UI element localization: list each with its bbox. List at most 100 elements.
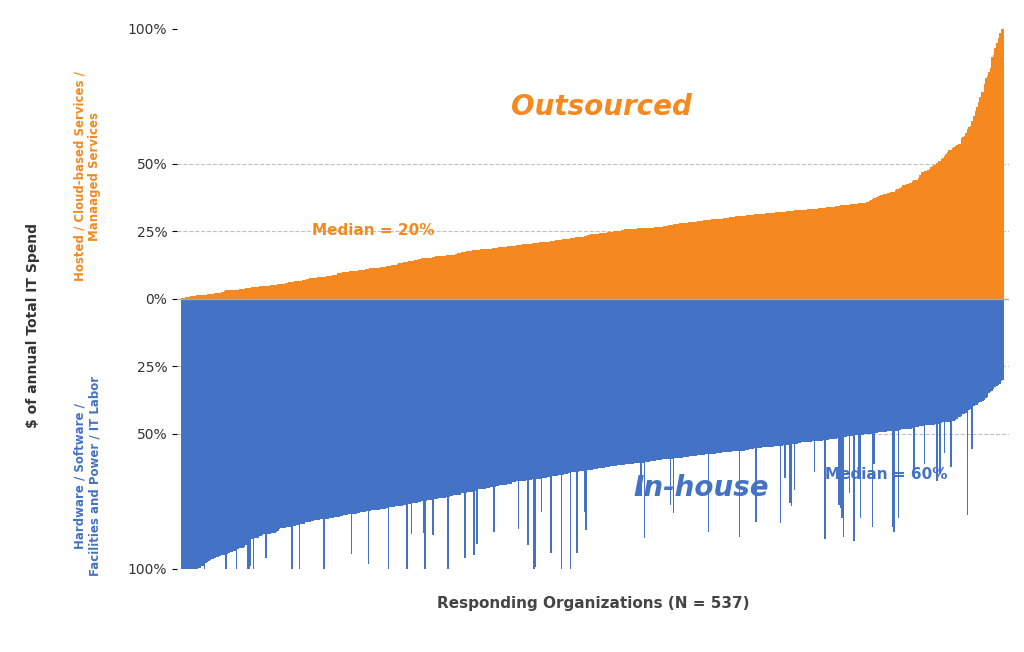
Bar xyxy=(988,72,990,299)
Bar xyxy=(303,299,305,524)
Bar xyxy=(744,299,746,450)
Bar xyxy=(738,216,740,299)
Bar xyxy=(786,299,787,445)
Bar xyxy=(645,228,646,299)
Bar xyxy=(398,299,399,506)
Bar xyxy=(427,258,429,299)
Bar xyxy=(599,299,601,468)
Bar xyxy=(306,280,308,299)
Bar xyxy=(664,226,665,299)
Bar xyxy=(808,299,809,442)
Bar xyxy=(495,299,497,486)
Bar xyxy=(439,299,441,498)
Bar xyxy=(213,293,214,299)
Bar xyxy=(812,209,814,299)
Bar xyxy=(768,213,769,299)
Bar xyxy=(196,299,198,569)
Bar xyxy=(708,220,710,299)
Bar xyxy=(515,299,516,482)
Bar xyxy=(899,188,901,299)
Bar xyxy=(351,299,352,554)
Bar xyxy=(676,224,677,299)
Bar xyxy=(247,299,248,569)
Bar xyxy=(945,299,947,422)
Bar xyxy=(490,299,492,487)
Bar xyxy=(515,246,516,299)
Bar xyxy=(226,299,228,554)
Bar xyxy=(222,299,223,555)
Bar xyxy=(406,299,408,569)
Bar xyxy=(525,299,527,481)
Bar xyxy=(617,299,618,465)
Bar xyxy=(364,299,365,512)
Bar xyxy=(565,299,567,474)
Bar xyxy=(892,299,893,527)
Bar xyxy=(402,299,404,505)
Bar xyxy=(195,296,196,299)
Bar xyxy=(765,213,766,299)
Bar xyxy=(429,299,430,500)
Bar xyxy=(581,237,583,299)
Bar xyxy=(967,299,969,515)
Bar xyxy=(229,299,231,552)
Bar xyxy=(824,299,826,539)
Bar xyxy=(630,229,631,299)
Bar xyxy=(513,299,515,482)
Bar xyxy=(649,228,651,299)
Bar xyxy=(562,299,564,475)
Bar xyxy=(624,230,625,299)
Bar xyxy=(717,299,719,453)
Bar xyxy=(358,299,360,513)
Bar xyxy=(339,299,340,517)
Bar xyxy=(726,218,728,299)
Bar xyxy=(660,299,662,460)
Bar xyxy=(878,299,880,432)
Bar xyxy=(284,299,285,528)
Bar xyxy=(753,299,754,449)
Bar xyxy=(901,186,902,299)
Bar xyxy=(633,299,634,464)
Bar xyxy=(841,205,843,299)
Bar xyxy=(713,299,714,454)
Bar xyxy=(775,213,777,299)
Bar xyxy=(263,286,265,299)
Text: Outsourced: Outsourced xyxy=(511,93,692,121)
Bar xyxy=(662,299,664,460)
Bar xyxy=(185,299,186,569)
Bar xyxy=(522,299,524,481)
Bar xyxy=(311,278,312,299)
Bar xyxy=(926,299,927,425)
Bar xyxy=(293,299,294,526)
Bar xyxy=(614,299,615,466)
Bar xyxy=(564,239,565,299)
Bar xyxy=(195,299,196,569)
Bar xyxy=(615,299,617,466)
Bar xyxy=(757,214,759,299)
Bar xyxy=(874,299,877,433)
Bar xyxy=(327,299,328,519)
Bar xyxy=(278,299,279,531)
Bar xyxy=(820,208,821,299)
Bar xyxy=(411,261,412,299)
Bar xyxy=(297,281,299,299)
Bar xyxy=(700,221,701,299)
Bar xyxy=(695,222,697,299)
Bar xyxy=(492,248,494,299)
Bar xyxy=(245,288,247,299)
Bar xyxy=(274,284,275,299)
Bar xyxy=(234,290,236,299)
Bar xyxy=(552,241,553,299)
Bar xyxy=(831,207,834,299)
Bar xyxy=(859,299,861,518)
Bar xyxy=(890,192,892,299)
Bar xyxy=(284,284,285,299)
Bar xyxy=(436,256,438,299)
Bar xyxy=(374,268,376,299)
Bar xyxy=(330,276,331,299)
Bar xyxy=(217,293,219,299)
Bar xyxy=(411,299,412,535)
Bar xyxy=(198,299,199,568)
Bar xyxy=(589,235,590,299)
Bar xyxy=(849,299,850,493)
Bar xyxy=(506,246,507,299)
